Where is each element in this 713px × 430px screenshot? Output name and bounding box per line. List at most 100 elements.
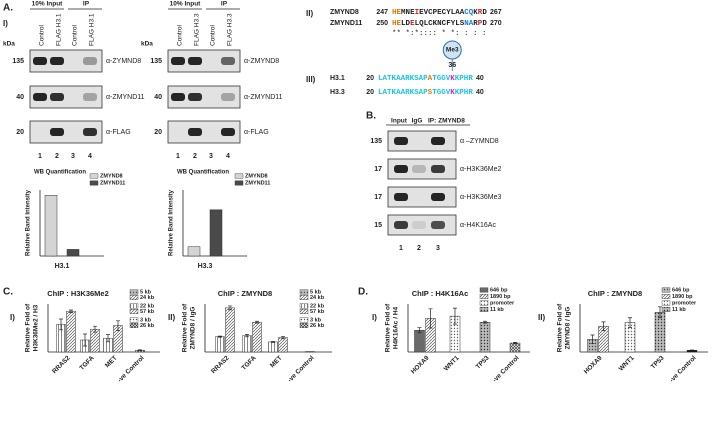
error-bar <box>106 334 110 343</box>
legend-label: promoter <box>672 300 697 306</box>
blot-strip <box>387 214 457 236</box>
kda-marker: 135 <box>150 58 162 65</box>
legend-swatch <box>299 289 309 295</box>
panel-label: A. <box>3 3 13 14</box>
legend-label: 5 kb <box>140 289 152 295</box>
blot-strip <box>167 120 241 144</box>
y-axis-label: Relative Fold of <box>557 303 564 352</box>
legend-label: 646 bp <box>672 287 690 293</box>
sequence-end: 40 <box>476 89 484 96</box>
legend-swatch <box>299 323 309 328</box>
legend-swatch <box>129 295 139 300</box>
lane-label: Control <box>39 24 46 46</box>
blot-band <box>394 221 408 229</box>
legend-label: 57 kb <box>140 309 155 315</box>
x-tick-label: -ve Control <box>286 355 315 384</box>
blot-strip <box>29 85 103 109</box>
histone-name: H3.3 <box>330 89 345 96</box>
lane-number: 2 <box>417 245 421 252</box>
blot-band <box>221 93 235 101</box>
blot-band <box>221 128 235 136</box>
chart-title: ChIP : H3K36Me2 <box>47 289 109 298</box>
sequence: LATKAARKSAPSTGGVKKPHR <box>378 89 473 97</box>
blot-header: IgG <box>412 118 423 125</box>
blot-band <box>33 57 47 65</box>
kda-marker: 20 <box>154 129 162 136</box>
antibody-label: α-ZMYND11 <box>244 94 283 101</box>
antibody-label: α-H3K36Me2 <box>460 166 502 173</box>
bar <box>225 307 235 353</box>
legend-label: ZMYND8 <box>245 173 268 179</box>
x-tick-label: MET <box>269 355 284 370</box>
chart-title: ChIP : H4K16Ac <box>412 289 469 298</box>
x-tick-label: -ve Control <box>668 355 697 384</box>
lane-number: 1 <box>38 153 42 160</box>
panel-label: D. <box>358 287 368 298</box>
x-tick-label: TGFA <box>78 354 95 371</box>
y-axis-label: Relative Band Intensity <box>169 189 175 256</box>
sequence-start: 20 <box>366 75 374 82</box>
error-bar <box>453 307 457 325</box>
y-axis-label: H3K36Me2 / H3 <box>33 304 40 351</box>
bar <box>242 335 252 353</box>
panel-label: I) <box>372 313 377 322</box>
error-bar <box>255 320 259 324</box>
legend-swatch <box>129 303 139 309</box>
legend-label: 22 kb <box>310 303 325 309</box>
legend-label: 57 kb <box>310 309 325 315</box>
legend-label: 646 bp <box>490 287 508 293</box>
blot-band <box>394 137 408 145</box>
blot-strip <box>29 49 103 73</box>
bar <box>479 321 491 353</box>
sequence-start: 247 <box>376 9 388 16</box>
legend-label: 1890 bp <box>672 294 693 300</box>
blot-strip <box>387 186 457 208</box>
sequence-start: 20 <box>366 89 374 96</box>
legend-label: 22 kb <box>140 303 155 309</box>
lane-number: 3 <box>436 245 440 252</box>
x-tick-label: RRAS2 <box>51 354 72 375</box>
blot-band <box>394 165 408 173</box>
legend-swatch <box>661 300 671 306</box>
legend-swatch <box>299 295 309 300</box>
x-tick-label: TP53 <box>650 354 666 370</box>
blot-strip <box>387 158 457 180</box>
chart-title: ChIP : ZMYND8 <box>588 289 642 298</box>
antibody-label: α-H4K16Ac <box>460 222 496 229</box>
legend-swatch <box>299 303 309 309</box>
legend-label: 11 kb <box>490 307 504 313</box>
lane-number: 2 <box>55 153 59 160</box>
bar <box>278 337 288 353</box>
antibody-label: α –ZYMND8 <box>460 138 499 145</box>
legend-label: 11 kb <box>672 307 686 313</box>
bar <box>66 249 80 257</box>
error-bar <box>69 309 73 313</box>
legend-swatch <box>479 287 489 293</box>
legend-label: ZMYND11 <box>100 180 125 186</box>
x-tick-label: WNT1 <box>443 354 461 372</box>
sequence-end: 270 <box>490 20 502 27</box>
legend-label: 1890 bp <box>490 294 511 300</box>
lane-label: Control <box>72 24 79 46</box>
antibody-label: α-ZMYND8 <box>244 58 279 65</box>
antibody-label: α-ZMYND11 <box>106 94 145 101</box>
y-axis-label: Relative Fold of <box>182 303 189 352</box>
error-bar <box>513 342 517 345</box>
error-bar <box>483 320 487 324</box>
x-tick-label: HOXA9 <box>410 354 431 375</box>
blot-strip <box>29 120 103 144</box>
kda-marker: 135 <box>370 138 382 145</box>
blot-band <box>431 193 445 201</box>
chart-title: WB Quantification <box>34 170 86 176</box>
panel-label: II) <box>306 9 313 18</box>
error-bar <box>271 341 275 343</box>
x-tick-label: H3.3 <box>198 263 213 270</box>
kda-marker: 17 <box>374 166 382 173</box>
antibody-label: α-FLAG <box>106 129 131 136</box>
bar <box>209 209 223 257</box>
blot-band <box>394 193 408 201</box>
bar <box>509 342 521 353</box>
blot-header: Input <box>391 118 408 125</box>
